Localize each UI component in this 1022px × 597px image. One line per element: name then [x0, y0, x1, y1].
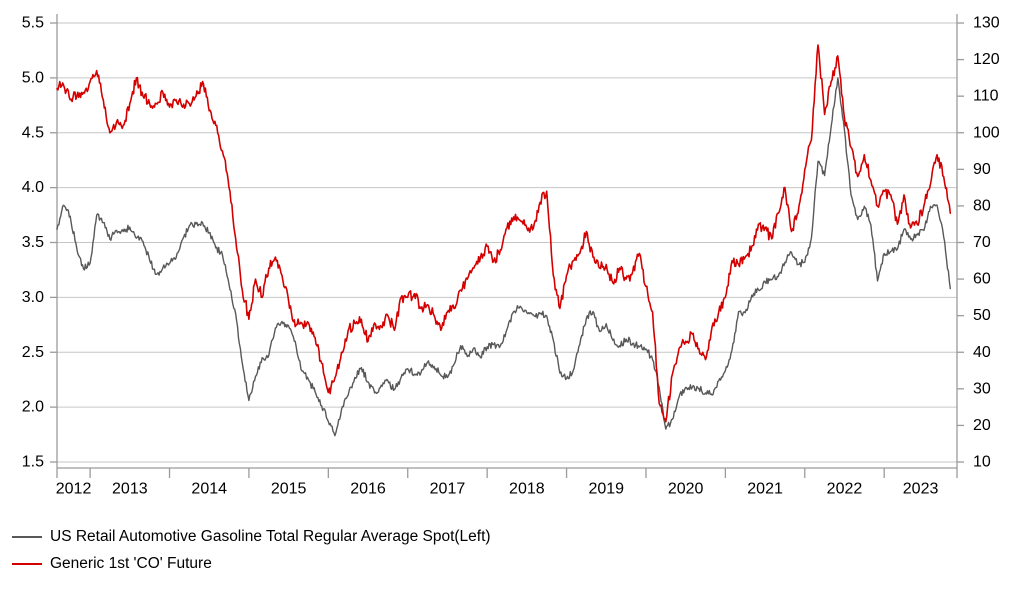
- x-axis-tick-label: 2020: [668, 481, 704, 498]
- y-axis-right-tick-label: 100: [973, 124, 1000, 141]
- x-axis-tick-label: 2021: [747, 481, 783, 498]
- y-axis-left-tick-label: 4.0: [22, 179, 44, 196]
- legend-line-co-future-swatch: [12, 562, 42, 565]
- series-line-gasoline: [56, 77, 951, 437]
- x-axis-tick-label: 2019: [588, 481, 624, 498]
- x-axis-tick-label: 2023: [903, 481, 939, 498]
- legend-item-gasoline: US Retail Automotive Gasoline Total Regu…: [12, 523, 491, 550]
- legend-item-co-future: Generic 1st 'CO' Future: [12, 550, 491, 577]
- legend-label-gasoline: US Retail Automotive Gasoline Total Regu…: [50, 527, 491, 545]
- x-axis-tick-label: 2018: [509, 481, 545, 498]
- x-axis-tick-label: 2016: [350, 481, 386, 498]
- y-axis-right-tick-label: 40: [973, 344, 991, 361]
- x-axis-tick-label: 2012: [56, 481, 92, 498]
- y-axis-right-tick-label: 110: [973, 88, 999, 105]
- y-axis-right-tick-label: 30: [973, 380, 991, 397]
- y-axis-right-tick-label: 70: [973, 234, 991, 251]
- legend-label-co-future: Generic 1st 'CO' Future: [50, 554, 212, 572]
- legend-line-gasoline-swatch: [12, 535, 42, 538]
- y-axis-right-tick-label: 120: [973, 51, 1000, 68]
- y-axis-left-tick-label: 2.5: [22, 344, 44, 361]
- y-axis-right-tick-label: 20: [973, 417, 991, 434]
- y-axis-right-tick-label: 60: [973, 271, 991, 288]
- y-axis-right-tick-label: 80: [973, 197, 991, 214]
- series-line-co-future: [56, 44, 952, 423]
- x-axis-tick-label: 2017: [430, 481, 466, 498]
- chart-legend: US Retail Automotive Gasoline Total Regu…: [12, 523, 491, 577]
- y-axis-left-tick-label: 3.5: [22, 234, 44, 251]
- y-axis-left-tick-label: 3.0: [22, 289, 44, 306]
- y-axis-left-tick-label: 2.0: [22, 399, 44, 416]
- x-axis-tick-label: 2014: [191, 481, 227, 498]
- y-axis-left-tick-label: 1.5: [22, 454, 44, 471]
- y-axis-left-tick-label: 4.5: [22, 124, 44, 141]
- y-axis-right-tick-label: 130: [973, 15, 1000, 32]
- x-axis-tick-label: 2022: [827, 481, 863, 498]
- y-axis-right-tick-label: 90: [973, 161, 991, 178]
- x-axis-tick-label: 2015: [271, 481, 307, 498]
- y-axis-left-tick-label: 5.5: [22, 15, 44, 32]
- y-axis-right-tick-label: 50: [973, 307, 991, 324]
- y-axis-right-tick-label: 10: [973, 454, 991, 471]
- x-axis-tick-label: 2013: [112, 481, 148, 498]
- y-axis-left-tick-label: 5.0: [22, 69, 44, 86]
